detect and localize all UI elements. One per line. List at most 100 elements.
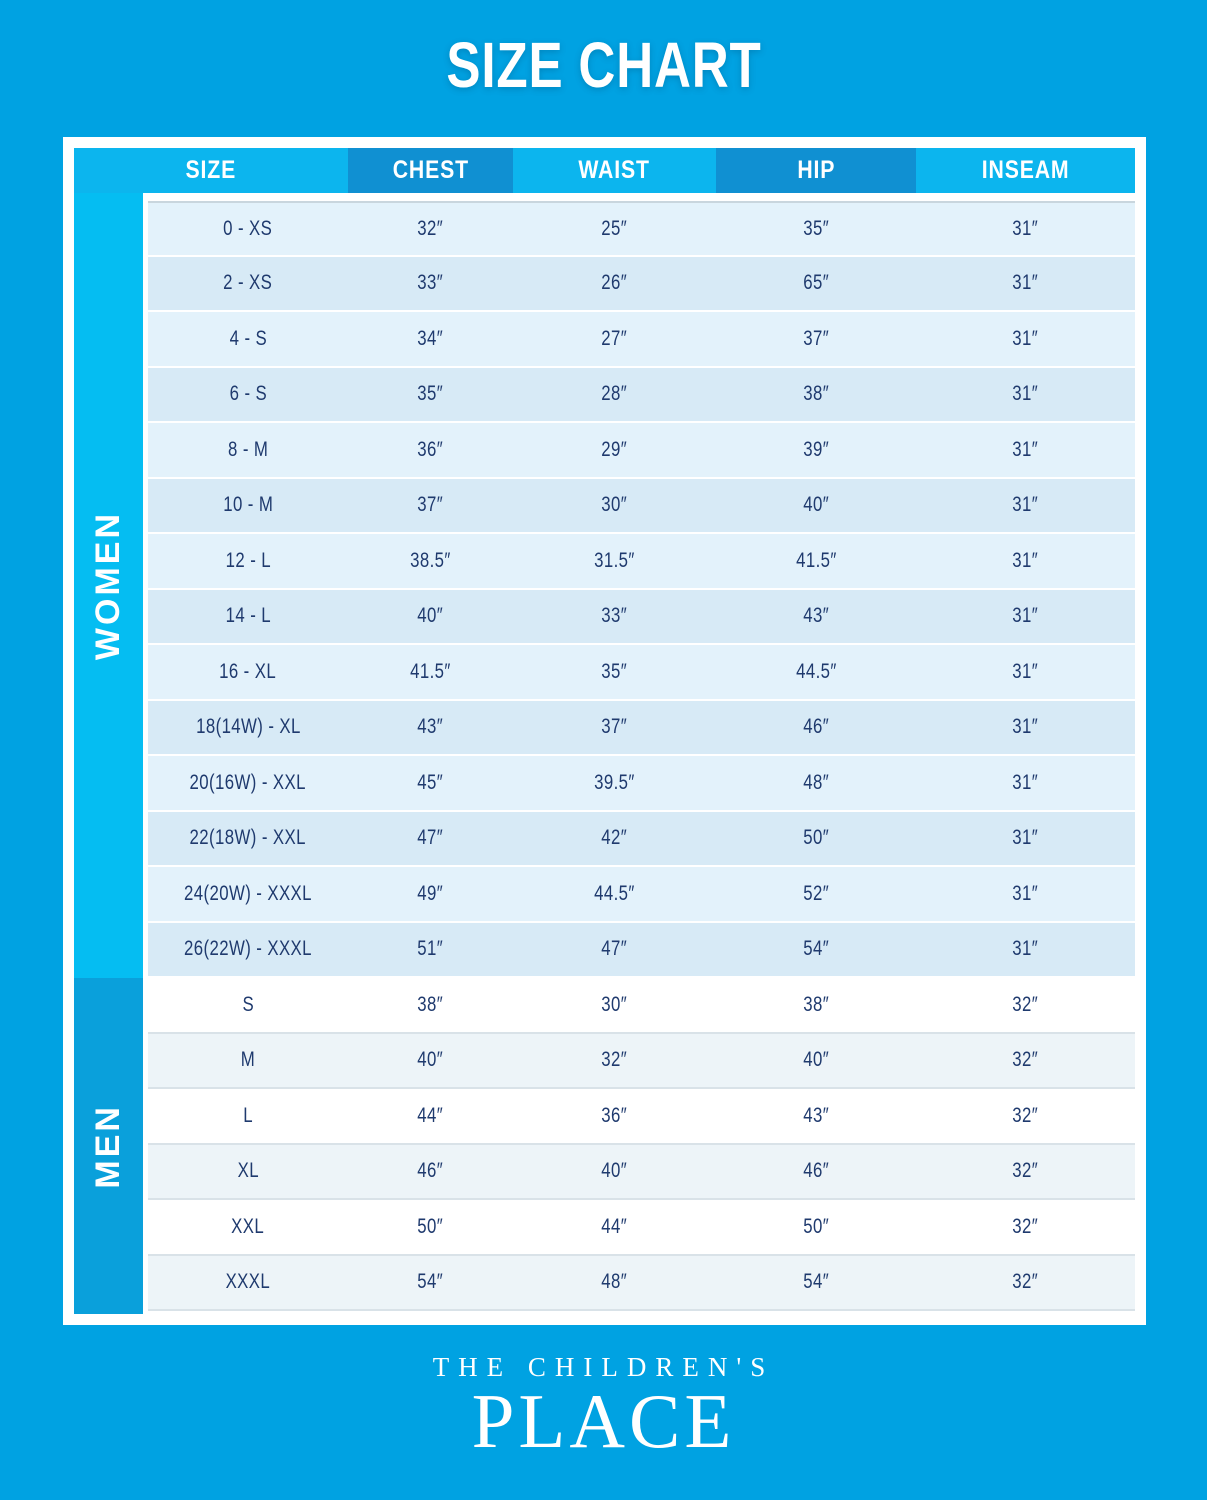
cell-value: 39.5″ <box>594 770 635 794</box>
cell-value: 31″ <box>1012 937 1039 961</box>
waist-cell: 30″ <box>513 479 716 533</box>
cell-value: 31″ <box>1012 216 1039 240</box>
cell-value: 20(16W) - XXL <box>189 770 307 794</box>
size-cell: M <box>148 1034 348 1088</box>
chest-cell: 38.5″ <box>348 534 513 588</box>
table-row: XL 46″ 40″ 46″ 32″ <box>148 1144 1135 1200</box>
table-row: L 44″ 36″ 43″ 32″ <box>148 1089 1135 1145</box>
size-chart-table: SIZE CHEST WAIST HIP INSEAM WOMEN MEN 0 - XS… <box>63 137 1146 1325</box>
hip-cell: 46″ <box>716 701 916 755</box>
cell-value: 12 - L <box>225 548 271 572</box>
inseam-cell: 31″ <box>916 867 1135 921</box>
column-header-label: CHEST <box>392 156 469 184</box>
waist-cell: 26″ <box>513 257 716 311</box>
women-section-label: WOMEN <box>74 193 143 978</box>
cell-value: 31″ <box>1012 770 1039 794</box>
cell-value: 43″ <box>417 715 444 739</box>
cell-value: 22(18W) - XXL <box>189 826 307 850</box>
hip-cell: 50″ <box>716 1200 916 1254</box>
waist-cell: 40″ <box>513 1145 716 1199</box>
size-cell: 8 - M <box>148 423 348 477</box>
cell-value: 31″ <box>1012 271 1039 295</box>
table-row: 8 - M 36″ 29″ 39″ 31″ <box>148 423 1135 479</box>
table-row: 2 - XS 33″ 26″ 65″ 31″ <box>148 256 1135 312</box>
size-cell: 20(16W) - XXL <box>148 756 348 810</box>
table-row: 22(18W) - XXL 47″ 42″ 50″ 31″ <box>148 811 1135 867</box>
cell-value: 40″ <box>417 604 444 628</box>
cell-value: 35″ <box>417 382 444 406</box>
cell-value: 40″ <box>803 493 829 517</box>
cell-value: M <box>240 1048 256 1072</box>
cell-value: 34″ <box>417 326 444 350</box>
brand-name-bottom: PLACE <box>471 1378 736 1464</box>
cell-value: 48″ <box>601 1270 628 1294</box>
hip-cell: 54″ <box>716 1256 916 1310</box>
inseam-cell: 31″ <box>916 923 1135 977</box>
cell-value: 26(22W) - XXXL <box>184 937 312 961</box>
cell-value: 38″ <box>803 382 829 406</box>
size-cell: 18(14W) - XL <box>148 701 348 755</box>
size-cell: XXXL <box>148 1256 348 1310</box>
waist-cell: 31.5″ <box>513 534 716 588</box>
cell-value: L <box>243 1103 253 1127</box>
size-cell: 14 - L <box>148 590 348 644</box>
waist-cell: 30″ <box>513 978 716 1032</box>
chest-cell: 46″ <box>348 1145 513 1199</box>
hip-cell: 44.5″ <box>716 645 916 699</box>
cell-value: 50″ <box>417 1214 444 1238</box>
hip-cell: 54″ <box>716 923 916 977</box>
inseam-cell: 31″ <box>916 812 1135 866</box>
inseam-cell: 31″ <box>916 590 1135 644</box>
cell-value: 35″ <box>803 216 829 240</box>
size-cell: 2 - XS <box>148 257 348 311</box>
cell-value: XL <box>237 1159 259 1183</box>
cell-value: 32″ <box>1012 992 1039 1016</box>
waist-cell: 47″ <box>513 923 716 977</box>
cell-value: 25″ <box>601 216 628 240</box>
chest-cell: 37″ <box>348 479 513 533</box>
cell-value: 46″ <box>803 715 829 739</box>
inseam-cell: 31″ <box>916 257 1135 311</box>
size-cell: 24(20W) - XXXL <box>148 867 348 921</box>
chest-cell: 44″ <box>348 1089 513 1143</box>
cell-value: 38.5″ <box>410 548 451 572</box>
table-row: 18(14W) - XL 43″ 37″ 46″ 31″ <box>148 700 1135 756</box>
inseam-cell: 31″ <box>916 312 1135 366</box>
cell-value: 40″ <box>601 1159 628 1183</box>
hip-cell: 38″ <box>716 368 916 422</box>
cell-value: 31″ <box>1012 715 1039 739</box>
cell-value: 33″ <box>417 271 444 295</box>
women-label-text: WOMEN <box>89 510 127 661</box>
table-row: 10 - M 37″ 30″ 40″ 31″ <box>148 478 1135 534</box>
inseam-cell: 31″ <box>916 534 1135 588</box>
table-row: M 40″ 32″ 40″ 32″ <box>148 1033 1135 1089</box>
inseam-cell: 31″ <box>916 423 1135 477</box>
cell-value: 49″ <box>417 881 444 905</box>
cell-value: 36″ <box>601 1103 628 1127</box>
waist-cell: 48″ <box>513 1256 716 1310</box>
column-header-hip: HIP <box>716 148 916 193</box>
cell-value: 46″ <box>417 1159 444 1183</box>
cell-value: 38″ <box>417 992 444 1016</box>
waist-cell: 29″ <box>513 423 716 477</box>
hip-cell: 46″ <box>716 1145 916 1199</box>
chest-cell: 35″ <box>348 368 513 422</box>
cell-value: 41.5″ <box>410 659 451 683</box>
chest-cell: 43″ <box>348 701 513 755</box>
column-header-label: SIZE <box>185 156 237 184</box>
waist-cell: 37″ <box>513 701 716 755</box>
hip-cell: 48″ <box>716 756 916 810</box>
cell-value: 31″ <box>1012 604 1039 628</box>
cell-value: 31″ <box>1012 326 1039 350</box>
cell-value: 41.5″ <box>795 548 837 572</box>
cell-value: 37″ <box>601 715 628 739</box>
inseam-cell: 31″ <box>916 645 1135 699</box>
cell-value: 33″ <box>601 604 628 628</box>
chest-cell: 41.5″ <box>348 645 513 699</box>
cell-value: 16 - XL <box>219 659 277 683</box>
size-cell: 12 - L <box>148 534 348 588</box>
cell-value: XXL <box>231 1214 265 1238</box>
table-row: 16 - XL 41.5″ 35″ 44.5″ 31″ <box>148 645 1135 701</box>
cell-value: 36″ <box>417 437 444 461</box>
